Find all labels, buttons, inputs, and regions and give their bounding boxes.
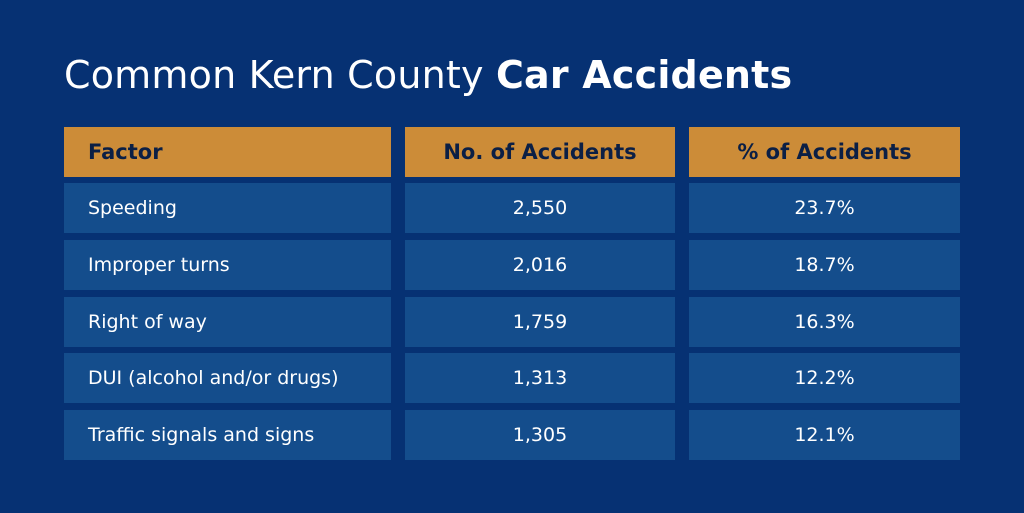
count-cell: 2,550	[405, 183, 675, 233]
percent-cell: 12.1%	[689, 410, 960, 460]
percent-cell: 23.7%	[689, 183, 960, 233]
count-cell: 1,759	[405, 297, 675, 347]
table-row: Right of way 1,759 16.3%	[64, 297, 960, 347]
header-no-of-accidents: No. of Accidents	[405, 127, 675, 177]
factor-cell: DUI (alcohol and/or drugs)	[64, 353, 391, 403]
table-row: Traffic signals and signs 1,305 12.1%	[64, 410, 960, 460]
table-header-row: Factor No. of Accidents % of Accidents	[64, 127, 960, 177]
table-row: DUI (alcohol and/or drugs) 1,313 12.2%	[64, 353, 960, 403]
count-cell: 2,016	[405, 240, 675, 290]
page-title: Common Kern County Car Accidents	[64, 52, 792, 98]
factor-cell: Improper turns	[64, 240, 391, 290]
title-regular-part: Common Kern County	[64, 53, 496, 97]
factor-cell: Speeding	[64, 183, 391, 233]
percent-cell: 12.2%	[689, 353, 960, 403]
count-cell: 1,313	[405, 353, 675, 403]
table-row: Speeding 2,550 23.7%	[64, 183, 960, 233]
factor-cell: Traffic signals and signs	[64, 410, 391, 460]
percent-cell: 16.3%	[689, 297, 960, 347]
factor-cell: Right of way	[64, 297, 391, 347]
header-percent-of-accidents: % of Accidents	[689, 127, 960, 177]
count-cell: 1,305	[405, 410, 675, 460]
percent-cell: 18.7%	[689, 240, 960, 290]
table-row: Improper turns 2,016 18.7%	[64, 240, 960, 290]
title-bold-part: Car Accidents	[495, 53, 793, 97]
header-factor: Factor	[64, 127, 391, 177]
